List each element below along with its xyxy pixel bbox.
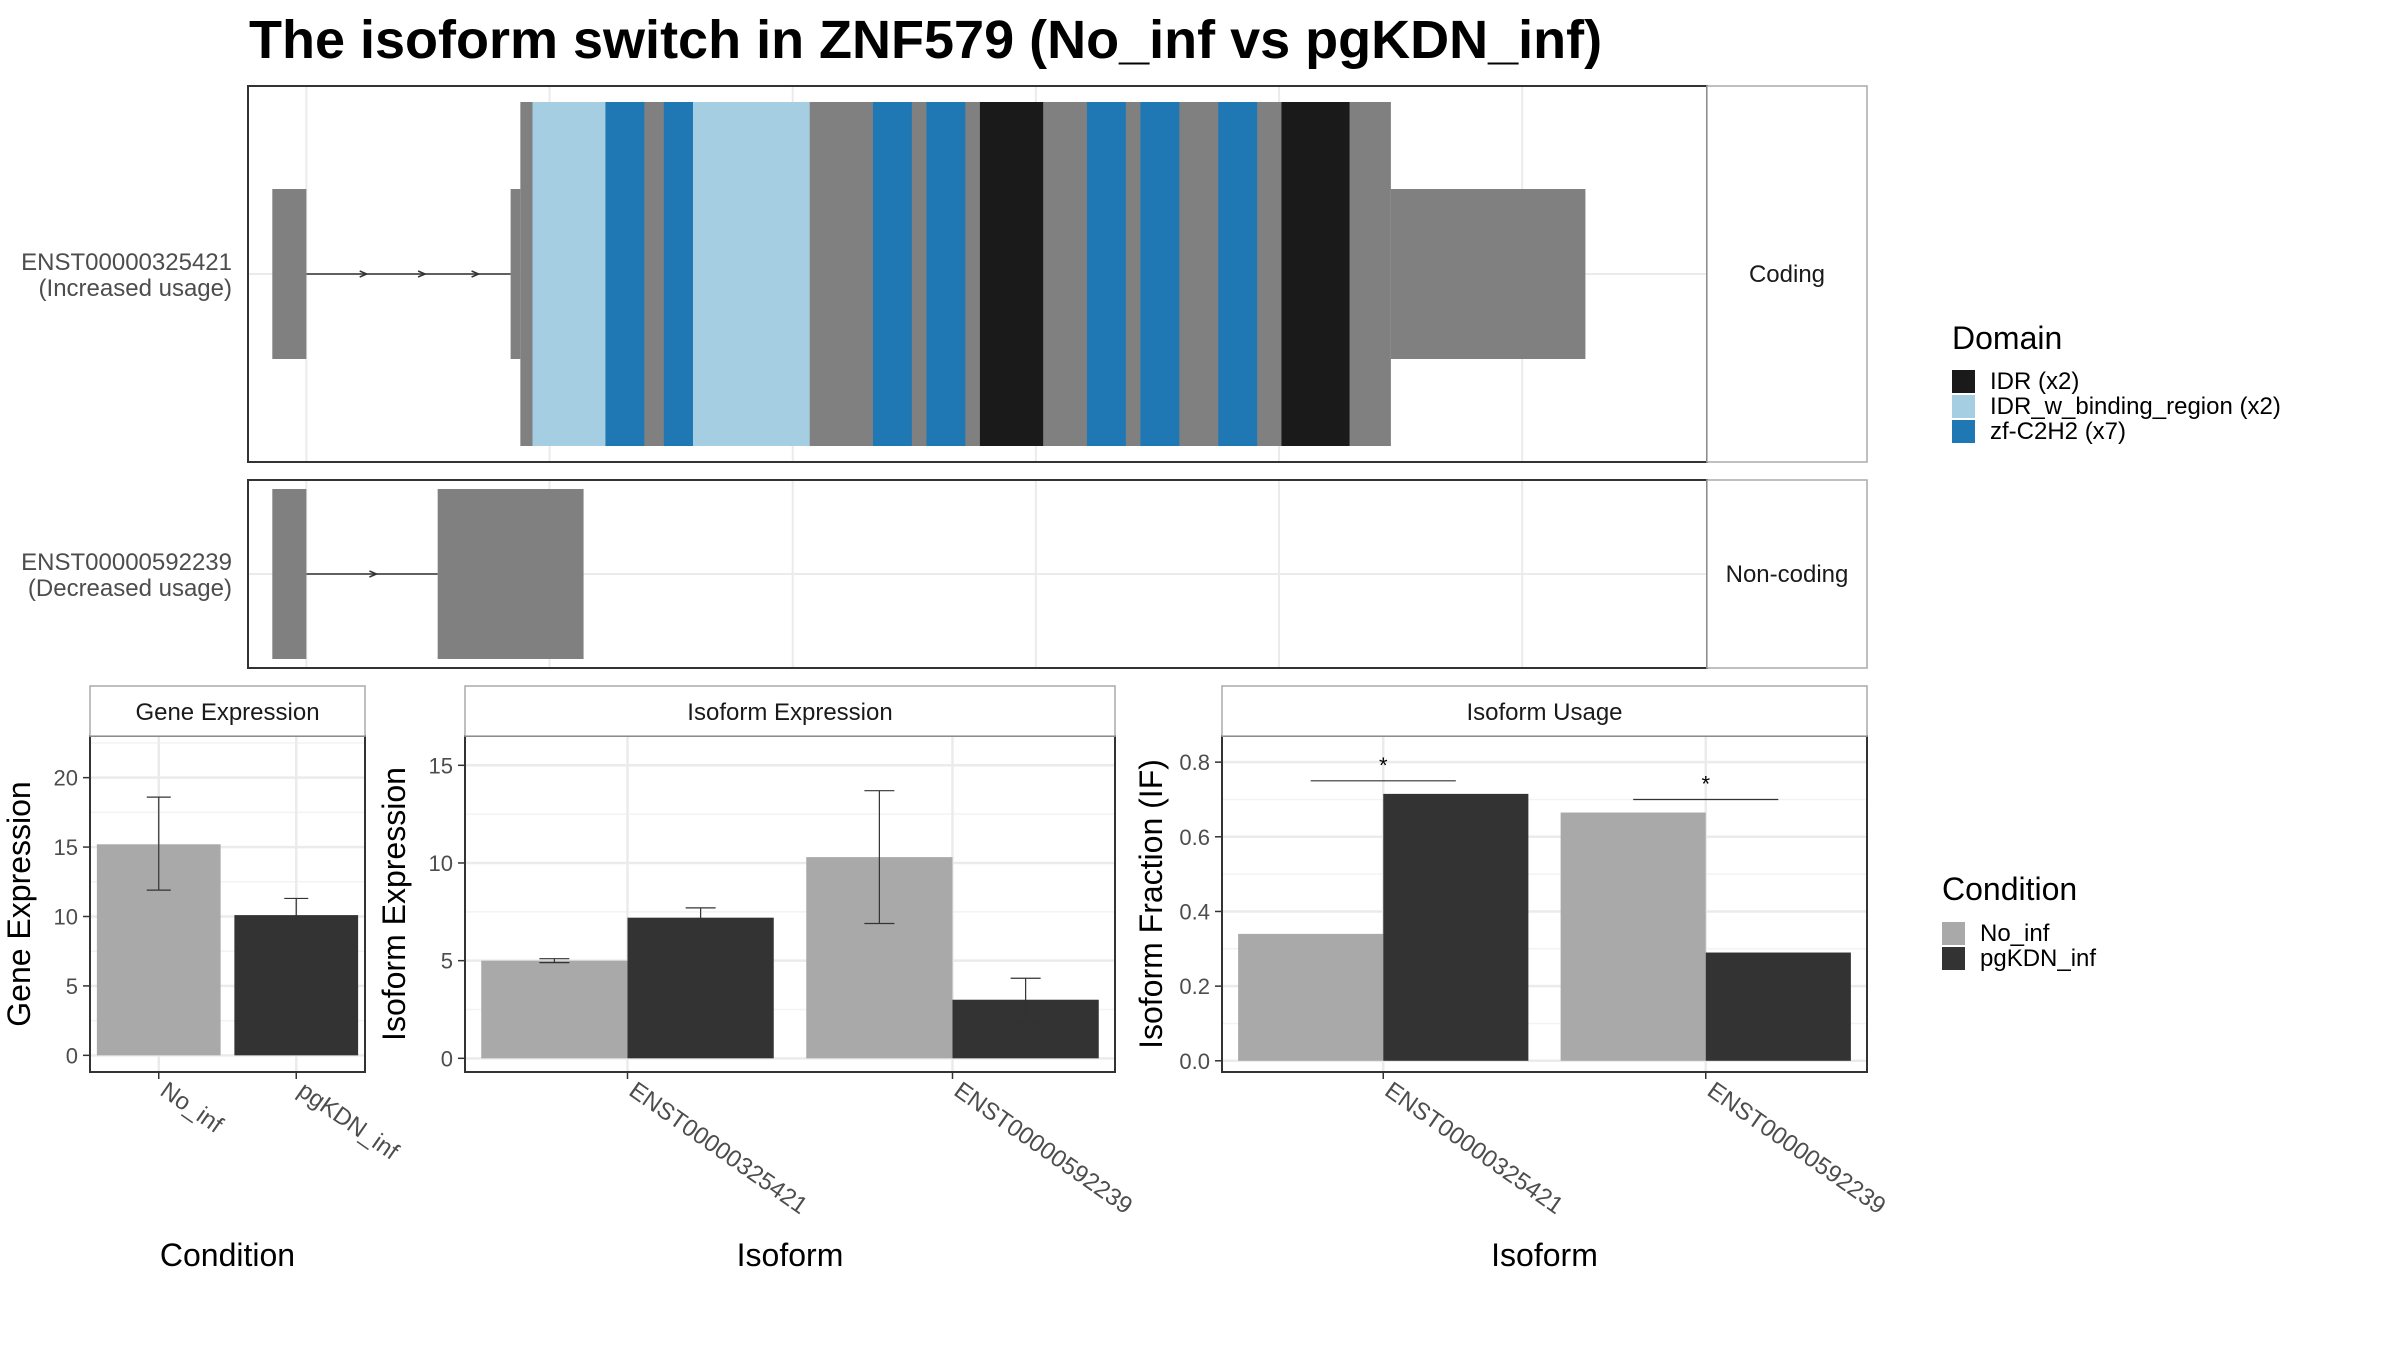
- panel-strip: [1221, 685, 1868, 737]
- structure-strip-label: Coding: [1749, 261, 1825, 288]
- domain-idr: [979, 102, 1044, 446]
- isoform-id-label: ENST00000325421: [21, 249, 232, 276]
- condition-legend-label: No_inf: [1980, 920, 2050, 947]
- domain-legend-label: IDR (x2): [1990, 368, 2079, 395]
- exon-utr: [510, 189, 521, 359]
- y-tick-label: 15: [429, 753, 453, 778]
- x-tick-label: ENST00000325421: [624, 1077, 812, 1220]
- domain-zf-c2h2: [1218, 102, 1258, 446]
- domain-zf-c2h2: [872, 102, 912, 446]
- legends: Domain IDR (x2)IDR_w_binding_region (x2)z…: [1942, 320, 2281, 972]
- bar-no-inf: [481, 960, 628, 1059]
- y-tick-label: 10: [54, 904, 78, 929]
- figure-title: The isoform switch in ZNF579 (No_inf vs …: [249, 10, 1602, 70]
- domain-legend: Domain IDR (x2)IDR_w_binding_region (x2)z…: [1952, 320, 2281, 445]
- panel-strip: [464, 685, 1116, 737]
- isoform-structure-panel: Coding ENST00000325421(Increased usage) No…: [21, 85, 1868, 669]
- domain-zf-c2h2: [663, 102, 693, 446]
- domain-legend-title: Domain: [1952, 320, 2062, 356]
- panel-strip-label: Gene Expression: [135, 699, 319, 726]
- domain-zf-c2h2: [926, 102, 966, 446]
- isoform-id-label: ENST00000592239: [21, 549, 232, 576]
- intron-arrow: [369, 570, 379, 578]
- domain-legend-label: IDR_w_binding_region (x2): [1990, 393, 2281, 420]
- significance-mark: *: [1379, 753, 1388, 778]
- y-tick-label: 0.2: [1179, 974, 1210, 999]
- y-axis-title: Isoform Fraction (IF): [1133, 759, 1169, 1049]
- chart-panel-isoform-expression: 0 5 10 15 Isoform Expression ENST00000325421 E…: [376, 685, 1137, 1273]
- expression-panels: 0 5 10 15 20 Gene Expression No_inf pgKDN_inf Co…: [1, 685, 1891, 1273]
- panel-strip-label: Isoform Usage: [1466, 699, 1622, 726]
- y-axis-title: Gene Expression: [1, 781, 37, 1026]
- x-tick-label: ENST00000592239: [1702, 1077, 1890, 1220]
- chart-panel-gene-expression: 0 5 10 15 20 Gene Expression No_inf pgKDN_inf Co…: [1, 685, 404, 1273]
- x-axis-title: Condition: [160, 1237, 295, 1273]
- domain-idr: [1281, 102, 1350, 446]
- condition-legend-title: Condition: [1942, 871, 2077, 907]
- y-tick-label: 10: [429, 851, 453, 876]
- structure-strip: [1706, 479, 1868, 669]
- exon-noncoding: [437, 489, 584, 659]
- condition-legend-label: pgKDN_inf: [1980, 945, 2096, 972]
- domain-zf-c2h2: [605, 102, 645, 446]
- chart-panel-isoform-usage: 0.0 0.2 0.4 0.6 0.8 * * Isoform Usage ENST000003…: [1133, 685, 1891, 1273]
- bar-pgkdn-inf: [234, 915, 359, 1056]
- domain-idr-w-binding-region: [532, 102, 606, 446]
- y-tick-label: 5: [441, 949, 453, 974]
- y-tick-label: 15: [54, 835, 78, 860]
- domain-zf-c2h2: [1140, 102, 1180, 446]
- x-tick-label: pgKDN_inf: [293, 1077, 404, 1166]
- y-tick-label: 0: [66, 1043, 78, 1068]
- domain-legend-swatch: [1952, 420, 1975, 443]
- domain-legend-swatch: [1952, 395, 1975, 418]
- y-tick-label: 0.4: [1179, 899, 1210, 924]
- isoform-usage-label: (Decreased usage): [28, 575, 232, 602]
- x-tick-label: ENST00000592239: [949, 1077, 1137, 1220]
- y-tick-label: 0: [441, 1046, 453, 1071]
- panel-strip: [89, 685, 366, 737]
- significance-mark: *: [1701, 771, 1710, 796]
- intron-arrow: [417, 270, 427, 278]
- x-tick-label: ENST00000325421: [1380, 1077, 1568, 1220]
- isoform-usage-label: (Increased usage): [39, 275, 232, 302]
- domain-legend-swatch: [1952, 370, 1975, 393]
- x-tick-label: No_inf: [155, 1077, 228, 1139]
- y-axis-title: Isoform Expression: [376, 767, 412, 1041]
- y-tick-label: 0.0: [1179, 1049, 1210, 1074]
- structure-strip: [1706, 85, 1868, 463]
- structure-strip-label: Non-coding: [1726, 561, 1849, 588]
- y-tick-label: 0.8: [1179, 750, 1210, 775]
- domain-legend-label: zf-C2H2 (x7): [1990, 418, 2126, 445]
- y-tick-label: 5: [66, 974, 78, 999]
- bar-no-inf: [1560, 812, 1706, 1061]
- y-tick-label: 0.6: [1179, 825, 1210, 850]
- condition-legend-swatch: [1942, 922, 1965, 945]
- x-axis-title: Isoform: [1491, 1237, 1598, 1273]
- condition-legend-swatch: [1942, 947, 1965, 970]
- intron-arrow: [471, 270, 481, 278]
- exon-utr: [1390, 189, 1586, 359]
- domain-idr-w-binding-region: [692, 102, 810, 446]
- bar-pgkdn-inf: [1705, 952, 1851, 1061]
- bar-no-inf: [1238, 933, 1384, 1061]
- y-tick-label: 20: [54, 766, 78, 791]
- bar-pgkdn-inf: [1383, 793, 1529, 1061]
- panel-strip-label: Isoform Expression: [687, 699, 892, 726]
- exon-utr: [272, 189, 307, 359]
- bar-pgkdn-inf: [627, 917, 774, 1059]
- x-axis-title: Isoform: [737, 1237, 844, 1273]
- intron-arrow: [359, 270, 369, 278]
- exon-noncoding: [272, 489, 307, 659]
- domain-zf-c2h2: [1086, 102, 1126, 446]
